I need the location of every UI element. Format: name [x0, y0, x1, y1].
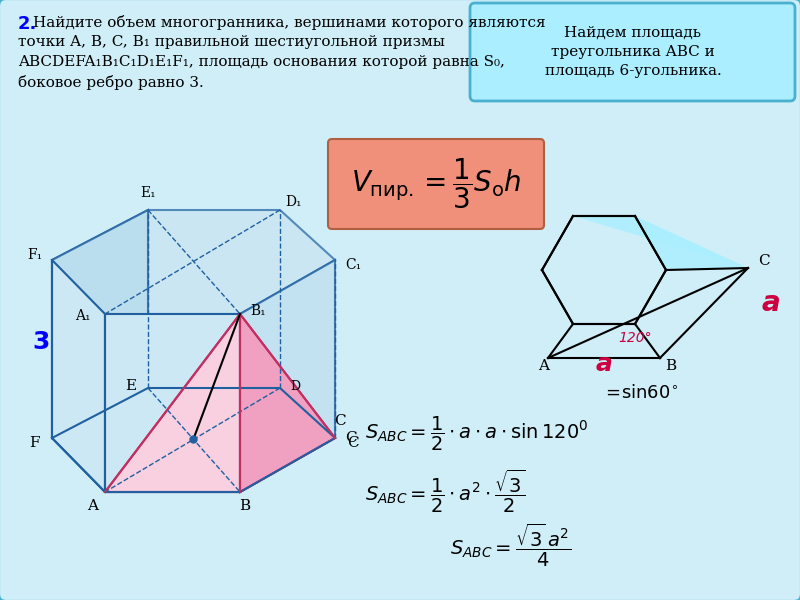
Text: E: E	[125, 379, 136, 393]
Text: B: B	[239, 499, 250, 513]
Text: $V_{\rm пир.} = \dfrac{1}{3}S_{\rm o}h$: $V_{\rm пир.} = \dfrac{1}{3}S_{\rm o}h$	[350, 157, 522, 211]
Text: A₁: A₁	[75, 309, 91, 323]
Polygon shape	[105, 314, 240, 492]
Text: боковое ребро равно 3.: боковое ребро равно 3.	[18, 75, 204, 90]
Text: 120°: 120°	[618, 331, 652, 345]
Text: точки A, B, C, B₁ правильной шестиугольной призмы: точки A, B, C, B₁ правильной шестиугольн…	[18, 35, 445, 49]
Text: C: C	[758, 254, 770, 268]
Text: C: C	[347, 436, 358, 450]
Text: C: C	[334, 414, 346, 428]
FancyBboxPatch shape	[470, 3, 795, 101]
Polygon shape	[52, 210, 335, 314]
Text: C₁: C₁	[345, 258, 361, 272]
Polygon shape	[240, 260, 335, 492]
Text: C: C	[345, 431, 357, 445]
Text: $\boldsymbol{a}$: $\boldsymbol{a}$	[761, 289, 779, 317]
Polygon shape	[635, 216, 748, 270]
Text: $\boldsymbol{a}$: $\boldsymbol{a}$	[595, 352, 613, 376]
Text: $S_{ABC} = \dfrac{1}{2}\cdot a^2\cdot\dfrac{\sqrt{3}}{2}$: $S_{ABC} = \dfrac{1}{2}\cdot a^2\cdot\df…	[365, 468, 526, 515]
Text: 2.: 2.	[18, 15, 38, 33]
Text: ABCDEFA₁B₁C₁D₁E₁F₁, площадь основания которой равна S₀,: ABCDEFA₁B₁C₁D₁E₁F₁, площадь основания ко…	[18, 55, 505, 69]
Polygon shape	[240, 314, 335, 492]
Text: $=\!\sin\!60^{\circ}$: $=\!\sin\!60^{\circ}$	[602, 384, 678, 402]
Polygon shape	[52, 210, 148, 438]
Text: D₁: D₁	[285, 195, 302, 209]
Text: $S_{ABC} = \dfrac{\sqrt{3}\,a^2}{4}$: $S_{ABC} = \dfrac{\sqrt{3}\,a^2}{4}$	[450, 522, 571, 569]
Text: B₁: B₁	[250, 304, 266, 318]
Text: A: A	[87, 499, 98, 513]
Text: E₁: E₁	[140, 186, 156, 200]
Polygon shape	[52, 260, 105, 492]
Polygon shape	[573, 216, 748, 268]
Text: D: D	[290, 379, 300, 392]
Text: F: F	[30, 436, 40, 450]
Polygon shape	[105, 438, 335, 492]
FancyBboxPatch shape	[328, 139, 544, 229]
Text: B: B	[665, 359, 676, 373]
Text: Найдите объем многогранника, вершинами которого являются: Найдите объем многогранника, вершинами к…	[33, 15, 546, 30]
Polygon shape	[105, 314, 335, 492]
Text: Найдем площадь
треугольника ABC и
площадь 6-угольника.: Найдем площадь треугольника ABC и площад…	[545, 25, 722, 79]
Text: F₁: F₁	[27, 248, 42, 262]
Text: A: A	[538, 359, 549, 373]
Text: 3: 3	[32, 330, 50, 354]
Text: $S_{ABC} = \dfrac{1}{2}\cdot a\cdot a\cdot\sin 120^0$: $S_{ABC} = \dfrac{1}{2}\cdot a\cdot a\cd…	[365, 415, 589, 453]
Polygon shape	[105, 314, 240, 492]
